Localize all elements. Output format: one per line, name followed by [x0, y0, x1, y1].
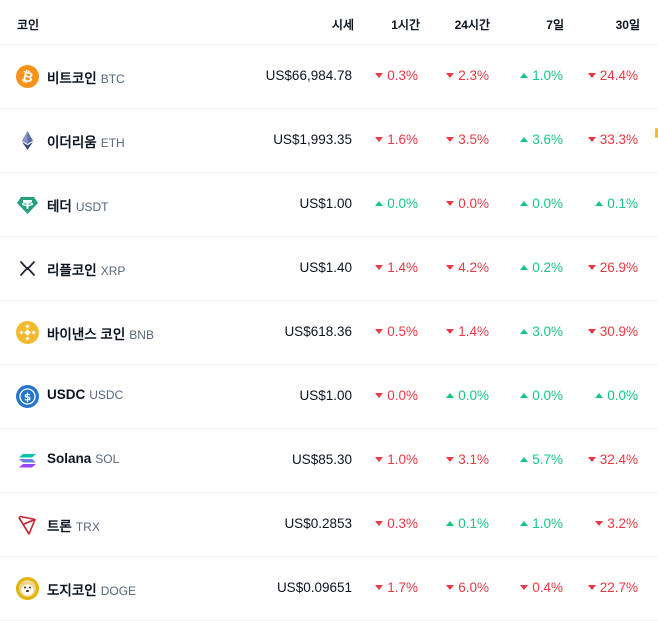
change-24h: 0.1% [446, 516, 489, 531]
coin-symbol: DOGE [100, 584, 137, 598]
coin-symbol: ETH [100, 136, 125, 150]
coin-price: US$85.30 [291, 452, 352, 467]
coin-price: US$0.2853 [284, 516, 352, 531]
column-header-1h[interactable]: 1시간 [391, 18, 420, 32]
change-24h: 4.2% [446, 260, 489, 275]
change-30d: 22.7% [587, 580, 638, 595]
solana-icon [16, 449, 39, 472]
coin-symbol: SOL [95, 452, 120, 466]
coin-name[interactable]: Solana SOL [47, 451, 120, 466]
column-header-24h[interactable]: 24시간 [454, 18, 490, 32]
tron-icon [16, 513, 39, 536]
coin-price: US$618.36 [284, 324, 352, 339]
coin-symbol: BNB [129, 328, 154, 342]
table-row[interactable]: 도지코인 DOGE US$0.09651 1.7% 6.0% 0.4% 22.7% [0, 556, 658, 621]
clipped-element-edge [655, 128, 658, 138]
change-7d: 1.0% [520, 68, 563, 83]
change-24h: 1.4% [446, 324, 489, 339]
change-1h: 0.3% [375, 516, 418, 531]
column-header-30d[interactable]: 30일 [615, 18, 640, 32]
table-row[interactable]: 테더 USDT US$1.00 0.0% 0.0% 0.0% 0.1% [0, 172, 658, 237]
ethereum-icon [16, 129, 39, 152]
table-row[interactable]: ₿ 비트코인 BTC US$66,984.78 0.3% 2.3% 1.0% 24… [0, 44, 658, 109]
change-24h: 2.3% [446, 68, 489, 83]
coin-name[interactable]: 트론 TRX [47, 519, 100, 534]
coin-name[interactable]: 리플코인 XRP [47, 263, 126, 278]
change-30d: 32.4% [587, 452, 638, 467]
coin-price: US$1.00 [299, 388, 352, 403]
usdc-icon: $ [16, 385, 39, 408]
table-row[interactable]: $ USDC USDC US$1.00 0.0% 0.0% 0.0% 0.0% [0, 364, 658, 429]
change-30d: 0.1% [595, 196, 638, 211]
change-7d: 3.0% [520, 324, 563, 339]
svg-text:₿: ₿ [20, 68, 35, 86]
coin-name[interactable]: 도지코인 DOGE [47, 583, 137, 598]
change-24h: 6.0% [446, 580, 489, 595]
change-7d: 0.4% [520, 580, 563, 595]
change-24h: 0.0% [446, 388, 489, 403]
change-7d: 1.0% [520, 516, 563, 531]
table-row[interactable]: 이더리움 ETH US$1,993.35 1.6% 3.5% 3.6% 33.3% [0, 108, 658, 173]
change-1h: 1.7% [375, 580, 418, 595]
svg-text:$: $ [24, 392, 31, 404]
change-30d: 30.9% [587, 324, 638, 339]
change-7d: 5.7% [520, 452, 563, 467]
coin-price: US$1.00 [299, 196, 352, 211]
change-1h: 1.6% [375, 132, 418, 147]
change-7d: 3.6% [520, 132, 563, 147]
change-7d: 0.0% [520, 196, 563, 211]
bnb-icon [16, 321, 39, 344]
coin-symbol: TRX [75, 520, 100, 534]
coin-price: US$1,993.35 [273, 132, 352, 147]
change-1h: 1.4% [375, 260, 418, 275]
coin-name[interactable]: USDC USDC [47, 387, 124, 402]
change-24h: 0.0% [446, 196, 489, 211]
xrp-icon [16, 257, 39, 280]
coin-name[interactable]: 이더리움 ETH [47, 135, 125, 150]
coin-name[interactable]: 비트코인 BTC [47, 71, 125, 86]
change-30d: 26.9% [587, 260, 638, 275]
bitcoin-icon: ₿ [16, 65, 39, 88]
coin-price: US$66,984.78 [265, 68, 352, 83]
table-row[interactable]: 트론 TRX US$0.2853 0.3% 0.1% 1.0% 3.2% [0, 492, 658, 557]
coin-name[interactable]: 바이낸스 코인 BNB [47, 327, 154, 342]
coin-symbol: XRP [100, 264, 126, 278]
coin-symbol: USDT [75, 200, 109, 214]
change-30d: 3.2% [595, 516, 638, 531]
tether-icon [16, 193, 39, 216]
change-24h: 3.1% [446, 452, 489, 467]
coin-price: US$1.40 [299, 260, 352, 275]
change-1h: 1.0% [375, 452, 418, 467]
table-header: 코인 시세 1시간 24시간 7일 30일 [0, 0, 658, 45]
coin-symbol: USDC [89, 388, 124, 402]
coin-name[interactable]: 테더 USDT [47, 199, 109, 214]
dogecoin-icon [16, 577, 39, 600]
table-row[interactable]: 리플코인 XRP US$1.40 1.4% 4.2% 0.2% 26.9% [0, 236, 658, 301]
change-1h: 0.0% [375, 388, 418, 403]
change-7d: 0.0% [520, 388, 563, 403]
change-30d: 0.0% [595, 388, 638, 403]
change-30d: 33.3% [587, 132, 638, 147]
table-row[interactable]: 바이낸스 코인 BNB US$618.36 0.5% 1.4% 3.0% 30.9… [0, 300, 658, 365]
change-1h: 0.5% [375, 324, 418, 339]
change-1h: 0.3% [375, 68, 418, 83]
coin-symbol: BTC [100, 72, 125, 86]
coin-price: US$0.09651 [276, 580, 352, 595]
change-1h: 0.0% [375, 196, 418, 211]
change-7d: 0.2% [520, 260, 563, 275]
column-header-7d[interactable]: 7일 [546, 18, 564, 32]
table-row[interactable]: Solana SOL US$85.30 1.0% 3.1% 5.7% 32.4% [0, 428, 658, 493]
column-header-price[interactable]: 시세 [331, 18, 354, 32]
change-30d: 24.4% [587, 68, 638, 83]
change-24h: 3.5% [446, 132, 489, 147]
column-header-coin[interactable]: 코인 [17, 18, 40, 32]
